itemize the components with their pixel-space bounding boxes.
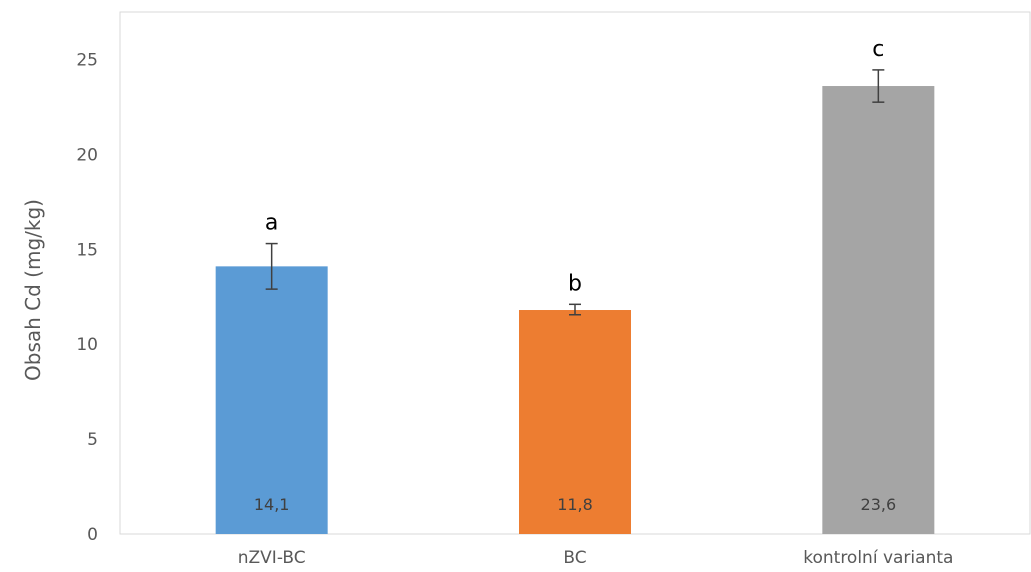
x-tick-label: kontrolní varianta xyxy=(803,548,953,568)
x-tick-label: nZVI-BC xyxy=(238,548,306,568)
bar xyxy=(822,86,935,535)
bar xyxy=(215,266,328,534)
bars: a 14,1 b 11,8 c 23,6 xyxy=(215,37,935,535)
error-bar xyxy=(872,69,885,103)
x-axis-ticks: nZVI-BC BC kontrolní varianta xyxy=(238,548,954,568)
y-tick-label: 5 xyxy=(87,430,98,450)
y-tick-label: 0 xyxy=(87,525,98,545)
y-tick-label: 15 xyxy=(76,240,98,260)
data-label: 23,6 xyxy=(861,495,897,514)
error-bar xyxy=(265,242,278,290)
y-tick-label: 10 xyxy=(76,335,98,355)
bar xyxy=(519,310,631,534)
error-bar xyxy=(569,303,581,316)
y-axis-title: Obsah Cd (mg/kg) xyxy=(21,199,45,381)
x-tick-label: BC xyxy=(563,548,586,568)
data-label: 14,1 xyxy=(254,495,290,514)
data-label: 11,8 xyxy=(557,495,593,514)
y-axis-ticks: 0 5 10 15 20 25 xyxy=(76,50,98,545)
significance-letter: a xyxy=(265,211,278,236)
y-tick-label: 25 xyxy=(76,50,98,70)
significance-letter: b xyxy=(568,271,582,296)
significance-letter: c xyxy=(872,37,884,62)
y-tick-label: 20 xyxy=(76,145,98,165)
